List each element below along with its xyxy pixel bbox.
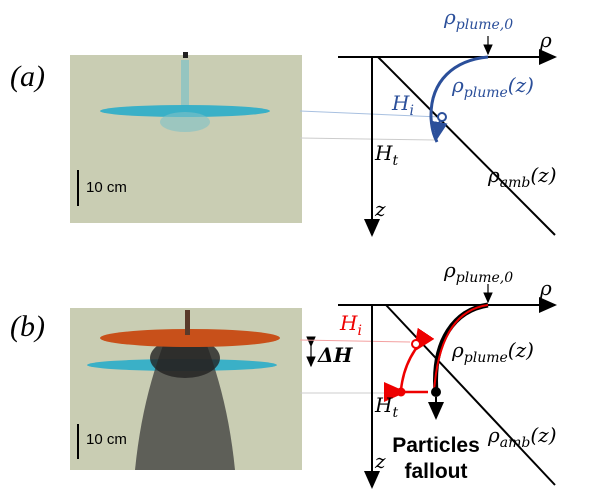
scale-label: 10 cm bbox=[86, 431, 127, 448]
guide-line bbox=[300, 340, 410, 342]
marker bbox=[397, 388, 406, 397]
rho-amb: ρamb(z) bbox=[487, 163, 557, 191]
ambient-line bbox=[386, 305, 555, 485]
arrow bbox=[401, 350, 415, 390]
rho-amb: ρamb(z) bbox=[487, 423, 557, 451]
rho-plume0: ρplume,0 bbox=[443, 258, 513, 286]
plume-stem bbox=[185, 310, 190, 335]
z-label: z bbox=[374, 197, 386, 221]
h-t: Ht bbox=[374, 393, 398, 421]
h-t: Ht bbox=[374, 141, 398, 169]
arrow bbox=[437, 120, 440, 138]
z-label: z bbox=[374, 449, 386, 473]
fallout-label: fallout bbox=[405, 460, 468, 483]
rho-plume: ρplume(z) bbox=[451, 73, 534, 101]
marker bbox=[438, 113, 446, 121]
marker bbox=[412, 340, 420, 348]
injector bbox=[183, 52, 188, 58]
rho-axis-label: ρ bbox=[539, 276, 552, 300]
plume-stem bbox=[181, 60, 189, 110]
rho-plume: ρplume(z) bbox=[451, 338, 534, 366]
h-i: Hi bbox=[339, 311, 362, 339]
h-i: Hi bbox=[391, 91, 414, 119]
panel-label: (a) bbox=[10, 60, 45, 93]
figure: (a) 10 cm ρplume,0 ρ ρplume(z) Hi Ht ρam… bbox=[0, 0, 608, 492]
rho-axis-label: ρ bbox=[539, 28, 552, 52]
intrusion-tail bbox=[160, 112, 210, 132]
scale-label: 10 cm bbox=[86, 179, 127, 196]
rho-plume0: ρplume,0 bbox=[443, 5, 513, 33]
panel-a: (a) 10 cm ρplume,0 ρ ρplume(z) Hi Ht ρam… bbox=[10, 5, 557, 235]
guide-line bbox=[300, 138, 436, 140]
guide-line bbox=[300, 111, 440, 117]
panel-label: (b) bbox=[10, 310, 45, 343]
delta-h: ΔH bbox=[317, 343, 354, 367]
marker bbox=[431, 387, 441, 397]
panel-b: (b) 10 cm ΔH ρplume,0 ρ ρplume(z) Hi Ht … bbox=[10, 258, 557, 487]
fallout-label: Particles bbox=[392, 434, 480, 457]
